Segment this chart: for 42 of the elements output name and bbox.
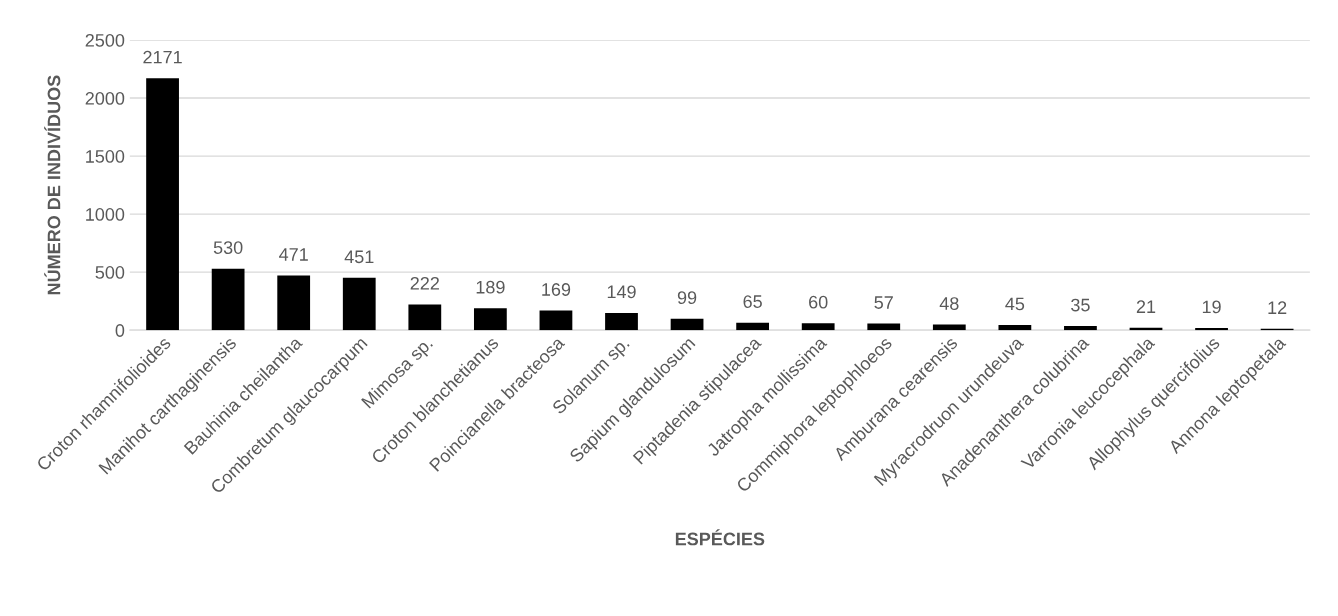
data-label: 471 [279,248,308,261]
data-label: 189 [476,280,505,294]
bar [605,312,638,331]
bar [801,323,835,331]
bar [998,324,1032,331]
bar [736,322,770,331]
y-tick-label: 500 [95,266,125,279]
data-label: 149 [607,285,636,299]
data-label: 48 [939,297,959,310]
y-tick-label: 2000 [85,92,125,105]
data-label: 45 [1005,297,1025,311]
y-tick-label: 0 [115,324,125,337]
bar [277,275,311,331]
bar [342,277,376,331]
data-label: 99 [677,291,697,305]
data-label: 530 [213,241,243,254]
bar [1064,326,1097,331]
data-label: 169 [542,283,571,296]
data-label: 21 [1136,300,1156,313]
bar [146,78,179,331]
data-label: 35 [1071,298,1090,312]
y-tick-label: 2500 [85,33,125,47]
x-axis-title: ESPÉCIES [675,529,765,546]
bar [539,310,573,331]
data-label: 60 [809,295,828,309]
bar [867,323,901,331]
bar [1195,327,1228,331]
data-label: 12 [1268,301,1287,314]
bar [932,324,966,331]
data-label: 57 [874,296,893,309]
bar [211,268,245,331]
data-label: 2171 [143,50,182,64]
y-tick-label: 1500 [86,150,125,163]
bar [408,304,442,331]
data-label: 65 [743,295,762,308]
data-label: 19 [1202,300,1221,314]
bar [473,308,507,331]
data-label: 222 [410,276,439,290]
y-tick-label: 1000 [86,208,125,221]
data-label: 451 [344,250,374,264]
y-axis-title: NÚMERO DE INDIVÍDUOS [44,75,61,295]
bar [670,318,704,331]
